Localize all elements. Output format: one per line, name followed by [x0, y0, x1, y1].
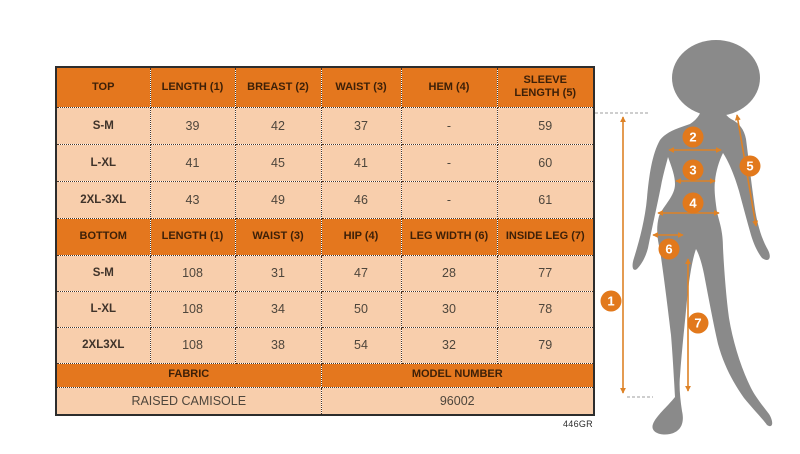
measurement-value: 28: [400, 254, 498, 292]
marker-1-length: 1: [600, 290, 622, 312]
measurement-value: 79: [496, 326, 595, 364]
size-label: S-M: [55, 254, 151, 292]
measurement-value: 108: [149, 254, 236, 292]
top-header-row: TOP LENGTH (1) BREAST (2) WAIST (3) HEM …: [55, 66, 595, 108]
bottom-header-hip: HIP (4): [320, 217, 402, 256]
bottom-header-length: LENGTH (1): [149, 217, 236, 256]
bottom-section-label: BOTTOM: [55, 217, 151, 256]
svg-text:4: 4: [689, 196, 697, 211]
marker-5-sleeve-length: 5: [739, 155, 761, 177]
top-section-label: TOP: [55, 66, 151, 108]
table-row: L-XL 41 45 41 - 60: [55, 143, 595, 182]
measurement-value: 42: [234, 106, 322, 145]
marker-7-inside-leg: 7: [687, 312, 709, 334]
measurement-value: 39: [149, 106, 236, 145]
measurement-value: 60: [496, 143, 595, 182]
measurement-value: 54: [320, 326, 402, 364]
model-number-value: 96002: [320, 386, 595, 416]
svg-text:7: 7: [694, 316, 701, 331]
bottom-header-row: BOTTOM LENGTH (1) WAIST (3) HIP (4) LEG …: [55, 217, 595, 256]
fabric-label: FABRIC: [55, 362, 322, 388]
top-header-hem: HEM (4): [400, 66, 498, 108]
svg-text:2: 2: [689, 130, 696, 145]
measurement-value: 50: [320, 290, 402, 328]
table-row: 2XL-3XL 43 49 46 - 61: [55, 180, 595, 219]
size-label: L-XL: [55, 290, 151, 328]
measurement-value: 108: [149, 290, 236, 328]
measurement-value: -: [400, 180, 498, 219]
measurement-value: 77: [496, 254, 595, 292]
bottom-header-inside-leg: INSIDE LEG (7): [496, 217, 595, 256]
size-label: 2XL3XL: [55, 326, 151, 364]
size-chart-table: TOP LENGTH (1) BREAST (2) WAIST (3) HEM …: [55, 66, 595, 416]
size-label: 2XL-3XL: [55, 180, 151, 219]
measurement-value: 43: [149, 180, 236, 219]
top-header-breast: BREAST (2): [234, 66, 322, 108]
measurement-value: 41: [149, 143, 236, 182]
marker-3-waist: 3: [682, 159, 704, 181]
measurement-value: 37: [320, 106, 402, 145]
measurement-value: 38: [234, 326, 322, 364]
top-header-waist: WAIST (3): [320, 66, 402, 108]
footer-header-row: FABRIC MODEL NUMBER: [55, 362, 595, 388]
table-row: S-M 39 42 37 - 59: [55, 106, 595, 145]
svg-text:1: 1: [607, 294, 614, 309]
size-label: L-XL: [55, 143, 151, 182]
measurement-value: 46: [320, 180, 402, 219]
top-header-sleeve-length: SLEEVE LENGTH (5): [496, 66, 595, 108]
marker-4-hip: 4: [682, 192, 704, 214]
table-row: 2XL3XL 108 38 54 32 79: [55, 326, 595, 364]
measurement-value: 32: [400, 326, 498, 364]
footer-value-row: RAISED CAMISOLE 96002: [55, 386, 595, 416]
svg-text:5: 5: [746, 159, 753, 174]
measurement-value: 34: [234, 290, 322, 328]
bottom-header-waist: WAIST (3): [234, 217, 322, 256]
model-number-label: MODEL NUMBER: [320, 362, 595, 388]
fabric-value: RAISED CAMISOLE: [55, 386, 322, 416]
measurement-value: 45: [234, 143, 322, 182]
marker-2-breast: 2: [682, 126, 704, 148]
measurement-value: -: [400, 106, 498, 145]
top-header-length: LENGTH (1): [149, 66, 236, 108]
measurement-value: 61: [496, 180, 595, 219]
measurement-value: 31: [234, 254, 322, 292]
measurement-value: 41: [320, 143, 402, 182]
table-row: S-M 108 31 47 28 77: [55, 254, 595, 292]
measurement-value: 78: [496, 290, 595, 328]
measurement-value: 59: [496, 106, 595, 145]
measurement-value: 47: [320, 254, 402, 292]
svg-text:6: 6: [665, 242, 672, 257]
measurement-value: 108: [149, 326, 236, 364]
marker-6-leg-width: 6: [658, 238, 680, 260]
bottom-header-leg-width: LEG WIDTH (6): [400, 217, 498, 256]
measurement-value: 49: [234, 180, 322, 219]
footnote-code: 446GR: [562, 419, 593, 429]
svg-text:3: 3: [689, 163, 696, 178]
measurement-markers: 1 2 3 4 5 6 7: [600, 126, 761, 334]
measurement-value: -: [400, 143, 498, 182]
measurement-value: 30: [400, 290, 498, 328]
measurement-figure: 1 2 3 4 5 6 7: [595, 40, 773, 435]
table-row: L-XL 108 34 50 30 78: [55, 290, 595, 328]
female-silhouette: [632, 40, 773, 435]
size-label: S-M: [55, 106, 151, 145]
